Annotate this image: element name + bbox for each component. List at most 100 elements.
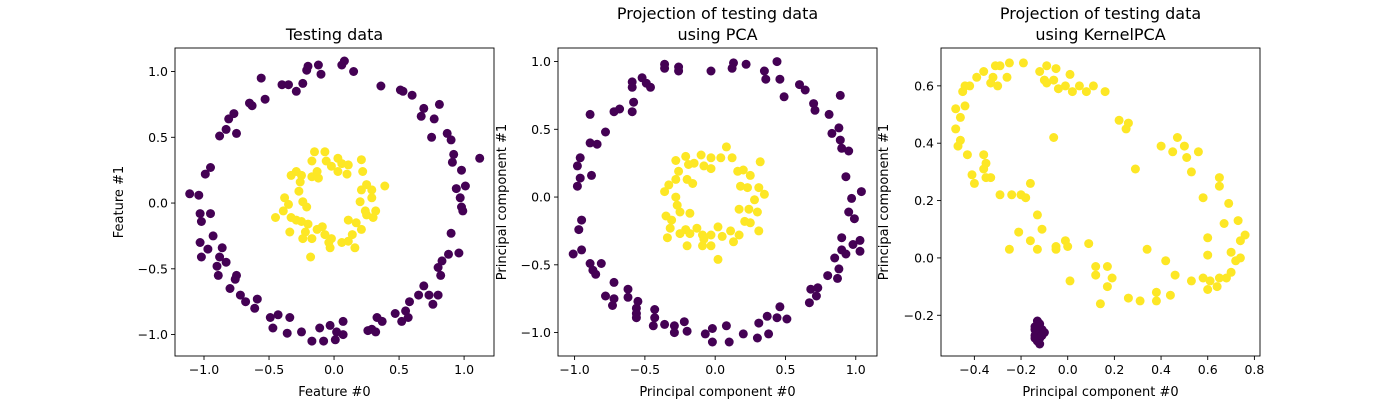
data-point-class-1 <box>1231 256 1241 266</box>
subplot-testing-data: −1.0 −0.5 0.0 0.5 1.0 −1.0 −0.5 0.0 0.5 1.0 Featur… <box>112 25 495 400</box>
data-point-class-0 <box>437 256 447 266</box>
x-tick-label: −0.5 <box>254 362 284 377</box>
data-point-class-1 <box>295 177 305 187</box>
data-point-class-0 <box>577 215 587 225</box>
y-tick-label: 0.4 <box>914 136 934 151</box>
data-point-class-1 <box>1203 250 1213 260</box>
data-point-class-1 <box>294 186 304 196</box>
data-point-class-0 <box>707 337 717 347</box>
data-point-class-1 <box>312 224 322 234</box>
data-point-class-0 <box>575 173 585 183</box>
data-point-class-0 <box>855 235 865 245</box>
data-point-class-1 <box>1170 270 1180 280</box>
data-point-class-1 <box>320 230 330 240</box>
data-point-class-0 <box>575 153 585 163</box>
data-point-class-0 <box>752 333 762 343</box>
data-point-class-1 <box>298 234 308 244</box>
data-point-class-0 <box>833 273 842 283</box>
data-point-class-0 <box>601 291 610 301</box>
data-point-class-0 <box>572 181 582 191</box>
data-point-class-0 <box>284 80 293 90</box>
data-point-class-0 <box>206 163 215 172</box>
data-point-class-1 <box>306 252 316 262</box>
data-point-class-1 <box>1135 296 1145 306</box>
x-tick-label: 0.4 <box>1151 362 1171 377</box>
data-point-class-0 <box>601 127 610 137</box>
data-point-class-0 <box>277 80 287 90</box>
data-point-class-0 <box>721 321 731 331</box>
y-tick-label: 0.0 <box>914 250 934 265</box>
subplot-pca-projection: −1.0 −0.5 0.0 0.5 1.0 −1.0 −0.5 0.0 0.5 1.0 Princi… <box>495 4 878 400</box>
data-point-class-1 <box>1203 285 1213 294</box>
data-point-class-0 <box>285 313 295 322</box>
y-tick-label: 0.2 <box>914 193 934 208</box>
data-point-class-0 <box>844 207 854 217</box>
data-point-class-0 <box>827 128 837 138</box>
data-point-class-0 <box>332 327 342 337</box>
data-point-class-1 <box>1067 87 1077 97</box>
data-point-class-1 <box>953 141 963 151</box>
data-point-class-0 <box>338 316 348 326</box>
data-point-class-1 <box>356 185 366 195</box>
data-point-class-1 <box>662 233 672 243</box>
data-point-class-1 <box>671 192 681 202</box>
data-point-class-1 <box>979 150 989 160</box>
data-point-class-1 <box>688 179 698 188</box>
data-point-class-0 <box>700 329 710 339</box>
data-point-class-0 <box>403 313 413 322</box>
data-point-class-0 <box>444 249 453 259</box>
x-tick-label: −1.0 <box>189 362 219 377</box>
data-point-class-0 <box>208 231 218 241</box>
y-tick-label: −0.2 <box>904 308 934 323</box>
data-point-class-0 <box>313 60 323 70</box>
data-point-class-0 <box>447 157 457 167</box>
data-point-class-0 <box>591 269 601 279</box>
data-point-class-1 <box>698 241 707 251</box>
data-point-class-1 <box>343 215 353 225</box>
data-point-class-1 <box>699 161 709 171</box>
data-point-class-0 <box>811 291 821 301</box>
data-point-class-1 <box>307 156 317 166</box>
data-point-class-1 <box>706 230 716 240</box>
y-tick-label: 1.0 <box>531 54 551 69</box>
data-point-class-0 <box>738 329 748 339</box>
data-point-class-1 <box>979 164 989 174</box>
x-axis-label: Principal component #0 <box>639 385 795 400</box>
x-tick-label: 0.0 <box>1058 362 1078 377</box>
data-point-class-1 <box>355 197 365 207</box>
data-point-class-0 <box>250 303 260 313</box>
data-point-class-1 <box>716 153 726 163</box>
data-point-class-0 <box>215 252 225 262</box>
data-point-class-0 <box>660 63 670 73</box>
data-point-class-0 <box>315 323 325 333</box>
data-point-class-1 <box>721 142 731 152</box>
data-point-class-0 <box>446 135 456 145</box>
data-point-class-0 <box>241 297 251 307</box>
data-point-class-0 <box>265 313 275 322</box>
data-point-class-1 <box>726 226 736 236</box>
data-point-class-0 <box>363 326 373 336</box>
x-tick-label: −1.0 <box>559 362 589 377</box>
y-tick-label: −1.0 <box>138 327 168 342</box>
data-point-class-0 <box>650 305 660 314</box>
data-point-class-0 <box>377 316 387 326</box>
data-point-class-0 <box>669 328 679 338</box>
data-point-class-1 <box>271 213 280 222</box>
data-point-class-1 <box>1018 58 1028 68</box>
data-point-class-0 <box>256 73 266 83</box>
data-point-class-1 <box>1091 262 1101 271</box>
data-point-class-1 <box>358 167 368 176</box>
data-point-class-1 <box>303 219 313 229</box>
data-point-class-0 <box>627 107 637 117</box>
data-point-class-1 <box>1063 242 1073 251</box>
data-point-class-1 <box>717 231 727 241</box>
x-tick-label: 0.5 <box>389 362 409 377</box>
data-point-class-1 <box>1205 276 1215 286</box>
data-point-class-0 <box>848 240 858 249</box>
data-point-class-1 <box>960 101 970 111</box>
data-point-class-0 <box>268 323 278 333</box>
data-point-class-0 <box>762 311 772 321</box>
data-point-class-0 <box>650 313 660 323</box>
data-point-class-0 <box>669 321 679 331</box>
data-point-class-0 <box>475 153 485 163</box>
